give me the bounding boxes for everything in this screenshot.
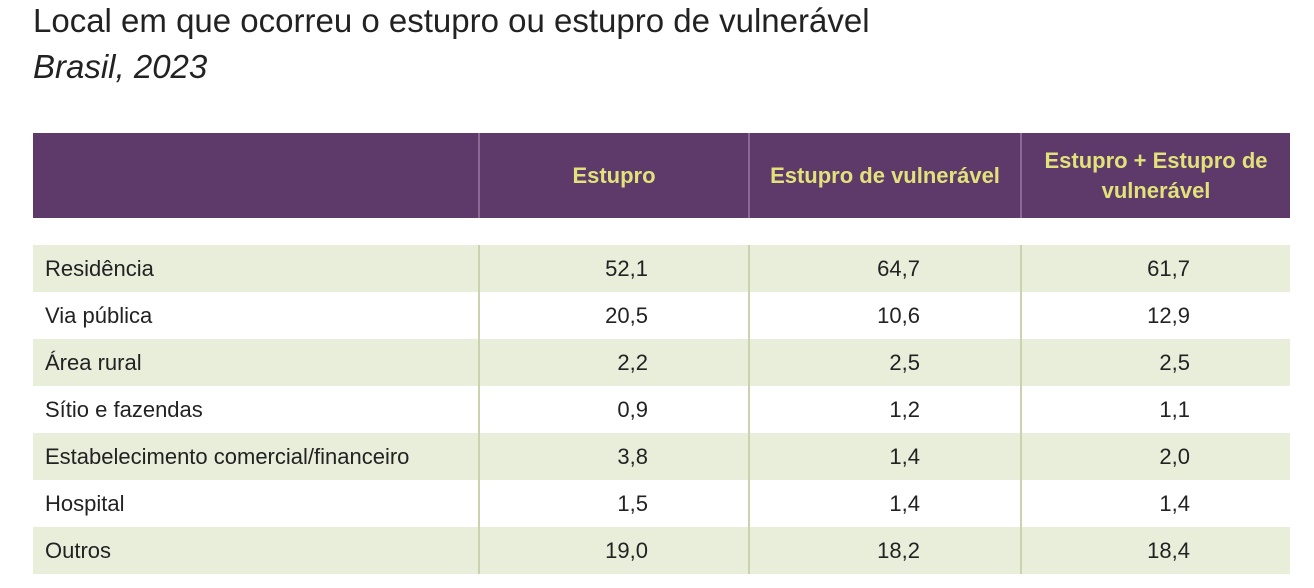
row-label: Hospital: [45, 490, 125, 516]
table-row: Outros 19,0 18,2 18,4: [33, 527, 1290, 574]
table-row: Área rural 2,2 2,5 2,5: [33, 339, 1290, 386]
header-cell: [33, 133, 478, 218]
table-body: Residência 52,1 64,7 61,7 Via pública 20,5 10,…: [33, 245, 1290, 574]
value-cell: 18,4: [1020, 527, 1290, 574]
table-row: Estabelecimento comercial/financeiro 3,8 1…: [33, 433, 1290, 480]
row-label: Outros: [45, 537, 112, 563]
table-row: Residência 52,1 64,7 61,7: [33, 245, 1290, 292]
value-cell: 2,0: [1020, 433, 1290, 480]
header-cell: Estupro de vulnerável: [748, 133, 1020, 218]
value-cell: 2,2: [478, 339, 748, 386]
row-label: Sítio e fazendas: [45, 396, 203, 422]
value-cell: 1,5: [478, 480, 748, 527]
value-cell: 52,1: [478, 245, 748, 292]
row-label: Via pública: [45, 302, 153, 328]
header-cell: Estupro + Estupro de vulnerável: [1020, 133, 1290, 218]
value-cell: 61,7: [1020, 245, 1290, 292]
value-cell: 0,9: [478, 386, 748, 433]
value-cell: 1,2: [748, 386, 1020, 433]
subtitle: Brasil, 2023: [33, 48, 208, 85]
table-row: Via pública 20,5 10,6 12,9: [33, 292, 1290, 339]
value-cell: 1,4: [748, 433, 1020, 480]
value-cell: 10,6: [748, 292, 1020, 339]
value-cell: 1,4: [748, 480, 1020, 527]
table-header: Estupro Estupro de vulnerável Estupro + Es…: [33, 133, 1290, 218]
value-cell: 18,2: [748, 527, 1020, 574]
row-label: Estabelecimento comercial/financeiro: [45, 443, 410, 469]
header-cell: Estupro: [478, 133, 748, 218]
row-label: Residência: [45, 255, 154, 281]
value-cell: 12,9: [1020, 292, 1290, 339]
row-label: Área rural: [45, 349, 142, 375]
table-row: Sítio e fazendas 0,9 1,2 1,1: [33, 386, 1290, 433]
value-cell: 3,8: [478, 433, 748, 480]
value-cell: 20,5: [478, 292, 748, 339]
value-cell: 1,4: [1020, 480, 1290, 527]
title: Local em que ocorreu o estupro ou estupr…: [33, 2, 870, 39]
value-cell: 2,5: [748, 339, 1020, 386]
value-cell: 1,1: [1020, 386, 1290, 433]
table-row: Hospital 1,5 1,4 1,4: [33, 480, 1290, 527]
value-cell: 19,0: [478, 527, 748, 574]
value-cell: 64,7: [748, 245, 1020, 292]
value-cell: 2,5: [1020, 339, 1290, 386]
